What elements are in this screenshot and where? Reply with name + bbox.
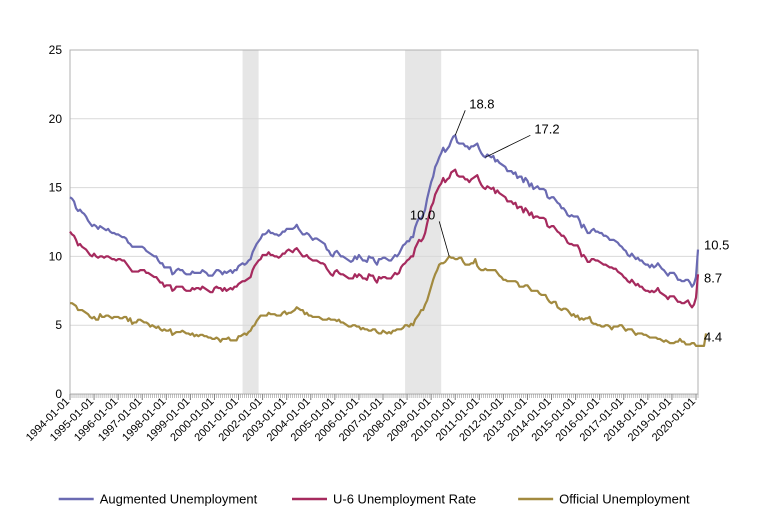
end-label: 4.4 [704,329,722,344]
y-tick-label: 20 [49,112,63,126]
y-tick-label: 10 [49,249,63,263]
legend-label: Official Unemployment [559,492,690,507]
end-label: 10.5 [704,238,729,253]
y-tick-label: 15 [49,181,63,195]
end-label: 8.7 [704,270,722,285]
unemployment-chart: 05101520251994-01-011995-01-011996-01-01… [0,0,768,514]
legend-label: Augmented Unemployment [100,492,258,507]
y-tick-label: 25 [49,43,63,57]
y-tick-label: 5 [55,318,62,332]
legend-label: U-6 Unemployment Rate [333,492,476,507]
annotation-label: 18.8 [469,96,494,111]
annotation-label: 10.0 [410,207,435,222]
annotation-label: 17.2 [534,121,559,136]
recession-band [243,50,259,394]
